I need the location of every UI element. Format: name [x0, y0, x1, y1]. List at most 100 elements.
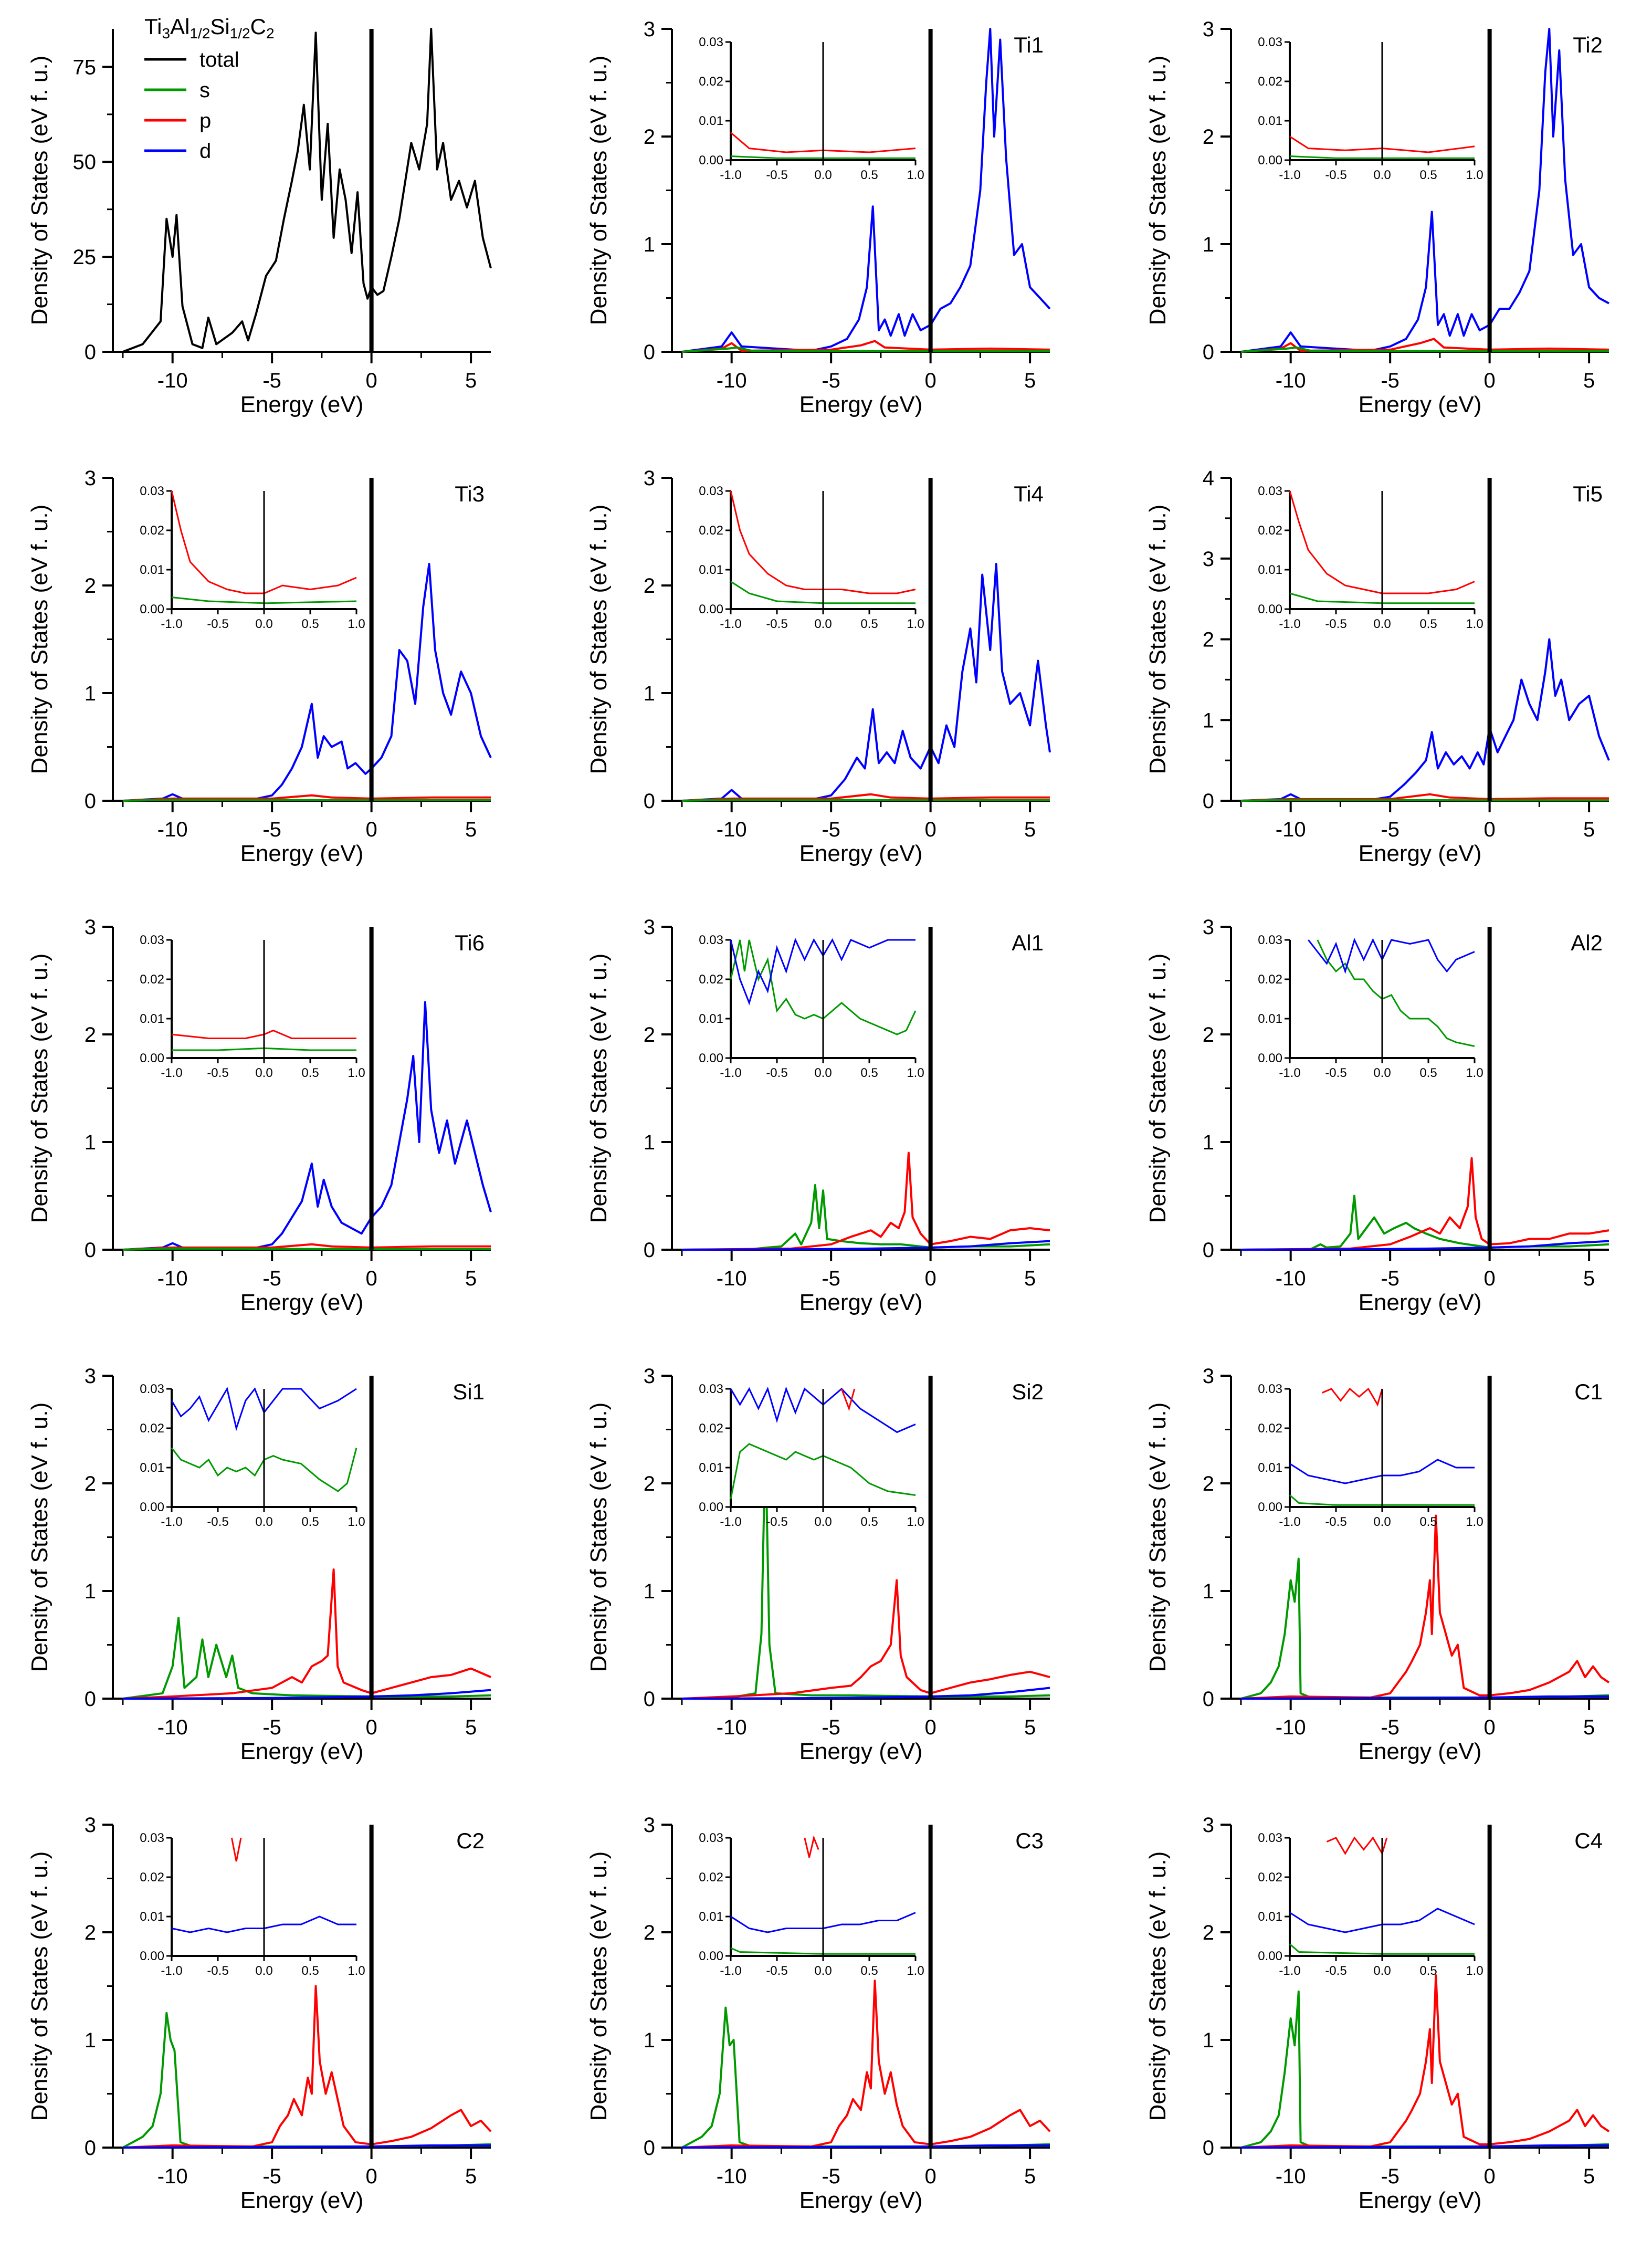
y-tick-label: 3 — [1203, 18, 1214, 41]
x-tick-label: -10 — [717, 369, 747, 392]
inset-x-tick-label: 0.0 — [1373, 1066, 1391, 1080]
y-tick-label: 2 — [85, 1472, 96, 1495]
inset-y-tick-label: 0.03 — [1258, 933, 1282, 947]
y-tick-label: 2 — [85, 1023, 96, 1046]
x-tick-label: -10 — [157, 369, 188, 392]
y-axis-title: Density of States (eV f. u.) — [586, 1402, 612, 1672]
y-tick-label: 3 — [644, 1814, 655, 1837]
inset-y-tick-label: 0.01 — [140, 563, 164, 577]
legend-label-p: p — [199, 109, 211, 132]
x-tick-label: -5 — [1381, 1716, 1400, 1739]
x-tick-label: -10 — [717, 818, 747, 841]
inset-x-tick-label: 1.0 — [907, 168, 924, 182]
inset-plot: -1.0 -0.5 0.0 0.5 1.0 0.00 0.01 0.02 0.03 — [140, 484, 365, 631]
y-tick-label: 1 — [1203, 1580, 1214, 1603]
inset-x-tick-label: 0.0 — [814, 617, 832, 631]
series-s — [122, 1247, 491, 1251]
inset-plot: -1.0 -0.5 0.0 0.5 1.0 0.00 0.01 0.02 0.03 — [699, 1382, 924, 1529]
x-tick-label: 5 — [1024, 1716, 1036, 1739]
inset-x-tick-label: 0.0 — [1373, 168, 1391, 182]
series-s — [1240, 346, 1609, 353]
inset-series-d — [730, 1386, 916, 1433]
inset-x-tick-label: -0.5 — [207, 1066, 228, 1080]
inset-series-p — [1289, 135, 1475, 153]
x-tick-label: 0 — [366, 369, 377, 392]
x-tick-label: -10 — [157, 2165, 188, 2188]
x-tick-label: 5 — [1583, 1267, 1595, 1290]
inset-y-tick-label: 0.01 — [699, 114, 723, 128]
x-axis-title: Energy (eV) — [240, 1739, 364, 1764]
y-tick-label: 0 — [85, 2137, 96, 2160]
y-tick-label: 0 — [1203, 341, 1214, 364]
panel-label: Ti4 — [1014, 481, 1044, 506]
legend-label-s: s — [199, 79, 210, 102]
inset-x-tick-label: 0.5 — [301, 1066, 319, 1080]
y-tick-label: 1 — [1203, 1131, 1214, 1154]
inset-y-tick-label: 0.03 — [699, 35, 723, 49]
x-axis-title: Energy (eV) — [799, 1290, 923, 1315]
x-axis-title: Energy (eV) — [1359, 1739, 1482, 1764]
x-tick-label: -10 — [1276, 2165, 1306, 2188]
x-axis-title: Energy (eV) — [240, 1290, 364, 1315]
panel-C1: -10 -5 0 5 0 1 2 3 Energy (eV) Density of States … — [1145, 1365, 1610, 1764]
inset-y-tick-label: 0.00 — [1258, 1500, 1282, 1514]
x-tick-label: -5 — [822, 818, 840, 841]
y-tick-label: 25 — [73, 246, 97, 269]
series-total — [122, 28, 492, 353]
inset-plot: -1.0 -0.5 0.0 0.5 1.0 0.00 0.01 0.02 0.03 — [140, 1831, 365, 1978]
y-tick-label: 2 — [644, 1921, 655, 1944]
inset-x-tick-label: 0.0 — [255, 1964, 272, 1978]
y-tick-label: 0 — [85, 1688, 96, 1711]
inset-y-tick-label: 0.01 — [140, 1012, 164, 1026]
inset-y-tick-label: 0.02 — [1258, 1421, 1282, 1436]
inset-y-tick-label: 0.02 — [140, 524, 164, 538]
x-tick-label: 5 — [1583, 1716, 1595, 1739]
x-axis-title: Energy (eV) — [240, 392, 364, 417]
inset-y-tick-label: 0.02 — [699, 75, 723, 89]
inset-x-tick-label: 0.5 — [301, 1515, 319, 1529]
inset-x-tick-label: 0.0 — [814, 1515, 832, 1529]
y-tick-label: 1 — [644, 682, 655, 705]
y-tick-label: 0 — [1203, 790, 1214, 813]
inset-y-tick-label: 0.01 — [1258, 563, 1282, 577]
inset-y-tick-label: 0.01 — [140, 1910, 164, 1924]
inset-y-tick-label: 0.00 — [699, 602, 723, 616]
inset-x-tick-label: 1.0 — [1466, 1964, 1483, 1978]
x-tick-label: -10 — [1276, 818, 1306, 841]
x-tick-label: 0 — [1484, 818, 1496, 841]
inset-y-tick-label: 0.02 — [140, 1421, 164, 1436]
y-tick-label: 3 — [644, 916, 655, 939]
y-tick-label: 2 — [1203, 629, 1214, 652]
x-tick-label: -5 — [1381, 2165, 1400, 2188]
x-axis-title: Energy (eV) — [799, 392, 923, 417]
y-tick-label: 1 — [644, 233, 655, 256]
inset-x-tick-label: -1.0 — [161, 617, 182, 631]
y-axis-title: Density of States (eV f. u.) — [586, 1851, 612, 2121]
series-p — [681, 1579, 1050, 1700]
x-tick-label: -5 — [262, 2165, 281, 2188]
inset-plot: -1.0 -0.5 0.0 0.5 1.0 0.00 0.01 0.02 0.03 — [1258, 35, 1483, 182]
x-tick-label: 0 — [1484, 1267, 1496, 1290]
formula-subscript: 2 — [266, 25, 275, 41]
inset-x-tick-label: -1.0 — [1279, 617, 1300, 631]
x-tick-label: 5 — [1024, 369, 1036, 392]
x-tick-label: 5 — [465, 818, 477, 841]
y-tick-label: 1 — [85, 1131, 96, 1154]
panel-label: Ti3 — [455, 481, 485, 506]
inset-series-s — [1289, 1494, 1475, 1506]
x-tick-label: -5 — [262, 1267, 281, 1290]
inset-y-tick-label: 0.03 — [140, 484, 164, 498]
inset-y-tick-label: 0.01 — [1258, 1461, 1282, 1475]
series-d — [681, 28, 1051, 353]
inset-series-s — [730, 1947, 916, 1955]
y-tick-label: 2 — [1203, 1023, 1214, 1046]
inset-plot: -1.0 -0.5 0.0 0.5 1.0 0.00 0.01 0.02 0.03 — [140, 933, 365, 1080]
inset-x-tick-label: -1.0 — [1279, 168, 1300, 182]
y-tick-label: 50 — [73, 151, 97, 174]
inset-x-tick-label: -1.0 — [720, 1066, 741, 1080]
y-tick-label: 0 — [644, 341, 655, 364]
inset-x-tick-label: 0.0 — [814, 168, 832, 182]
inset-plot: -1.0 -0.5 0.0 0.5 1.0 0.00 0.01 0.02 0.03 — [1258, 933, 1483, 1080]
series-s — [122, 1617, 491, 1700]
inset-x-tick-label: 0.5 — [860, 617, 878, 631]
